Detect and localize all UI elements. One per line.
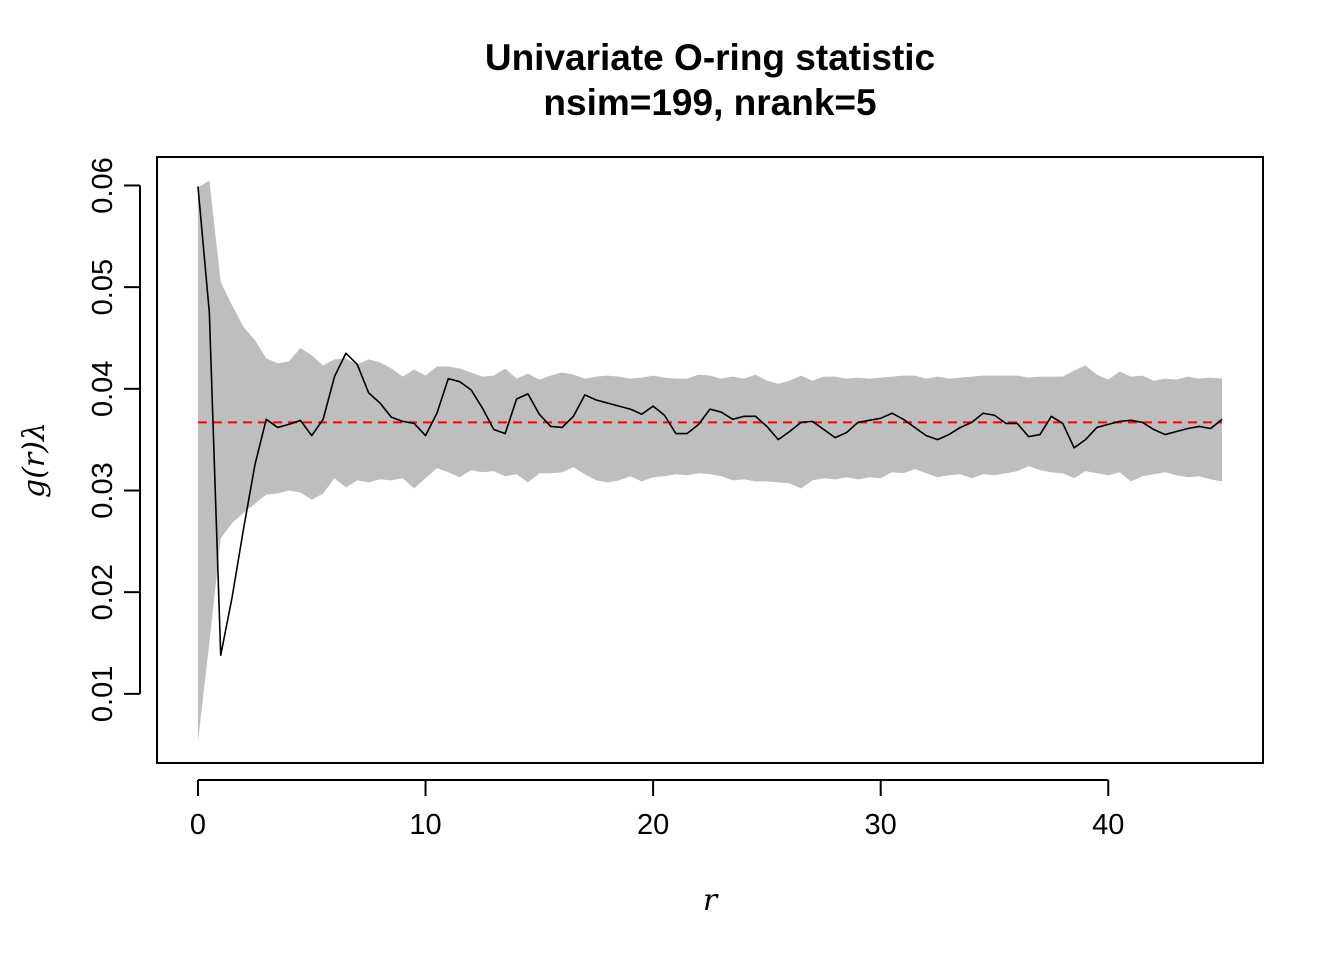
y-axis: 0.01 0.02 0.03 0.04 0.05 0.06 (87, 157, 141, 722)
y-tick-label: 0.05 (87, 259, 119, 315)
x-axis-label: r (703, 883, 719, 918)
plot-area (197, 180, 1223, 742)
y-tick-label: 0.02 (87, 564, 119, 620)
chart-title: Univariate O-ring statistic (485, 37, 935, 78)
y-tick-label: 0.03 (87, 462, 119, 518)
y-tick-label: 0.06 (87, 157, 119, 213)
x-tick-label: 0 (190, 809, 206, 841)
x-tick-label: 40 (1092, 809, 1124, 841)
x-tick-label: 20 (637, 809, 669, 841)
y-tick-label: 0.04 (87, 361, 119, 417)
x-axis: 0 10 20 30 40 (190, 779, 1124, 841)
chart-subtitle: nsim=199, nrank=5 (543, 82, 876, 123)
simulation-envelope (197, 180, 1223, 742)
y-axis-label: g(r)λ (17, 422, 52, 498)
plot-frame (156, 156, 1264, 764)
y-tick-label: 0.01 (87, 666, 119, 722)
x-tick-label: 30 (865, 809, 897, 841)
observed-line (197, 186, 1223, 657)
x-tick-label: 10 (409, 809, 441, 841)
